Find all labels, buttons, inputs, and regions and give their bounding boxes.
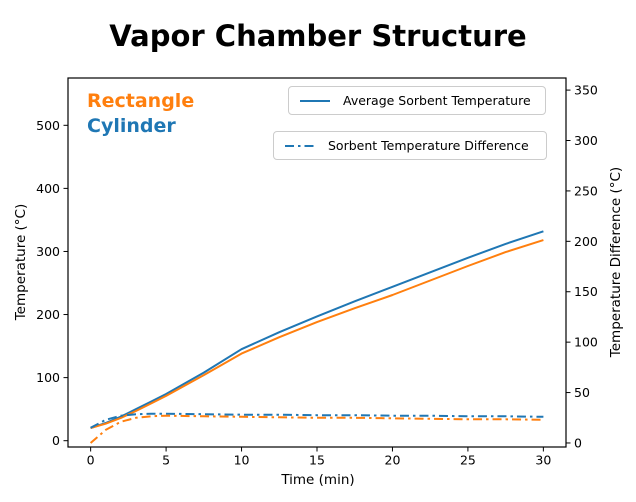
left-y-tick-label: 0 (52, 433, 60, 448)
x-tick-label: 10 (234, 453, 250, 468)
left-y-tick-label: 500 (36, 118, 60, 133)
x-axis-label: Time (min) (281, 472, 355, 488)
right-y-tick-label: 0 (574, 435, 582, 450)
legend-sorbent-temperature-difference: Sorbent Temperature Difference (273, 131, 547, 160)
right-y-axis-label: Temperature Difference (°C) (608, 166, 624, 358)
left-y-tick-label: 400 (36, 181, 60, 196)
right-y-tick-label: 50 (574, 385, 590, 400)
x-tick-label: 20 (385, 453, 401, 468)
chart-title: Vapor Chamber Structure (109, 19, 527, 53)
right-y-tick-label: 350 (574, 83, 598, 98)
right-y-tick-label: 250 (574, 183, 598, 198)
x-tick-label: 15 (309, 453, 325, 468)
legend-label-temp-diff: Sorbent Temperature Difference (328, 138, 529, 153)
right-y-tick-label: 300 (574, 133, 598, 148)
left-y-tick-label: 300 (36, 244, 60, 259)
right-y-tick-label: 200 (574, 234, 598, 249)
series-line-cylinder-sorbent-temperature-difference (90, 412, 544, 429)
series-line-rectangle-sorbent-temperature-difference (89, 414, 544, 444)
x-tick-label: 5 (162, 453, 170, 468)
series-line-rectangle-average-sorbent-temperature (90, 239, 544, 430)
left-y-tick-label: 100 (36, 370, 60, 385)
left-y-axis-label: Temperature (°C) (13, 203, 29, 321)
right-y-tick-label: 100 (574, 335, 598, 350)
series-line-cylinder-average-sorbent-temperature (90, 230, 544, 430)
annotation-rectangle: Rectangle (87, 90, 195, 112)
annotation-cylinder: Cylinder (87, 115, 176, 137)
legend-label-avg-temp: Average Sorbent Temperature (343, 93, 531, 108)
x-tick-label: 25 (460, 453, 476, 468)
x-tick-label: 0 (87, 453, 95, 468)
dashdot-line-sample-icon (285, 144, 315, 147)
right-y-tick-label: 150 (574, 284, 598, 299)
left-y-tick-label: 200 (36, 307, 60, 322)
legend-average-sorbent-temperature: Average Sorbent Temperature (288, 86, 546, 115)
x-tick-label: 30 (535, 453, 551, 468)
solid-line-sample-icon (300, 99, 330, 102)
